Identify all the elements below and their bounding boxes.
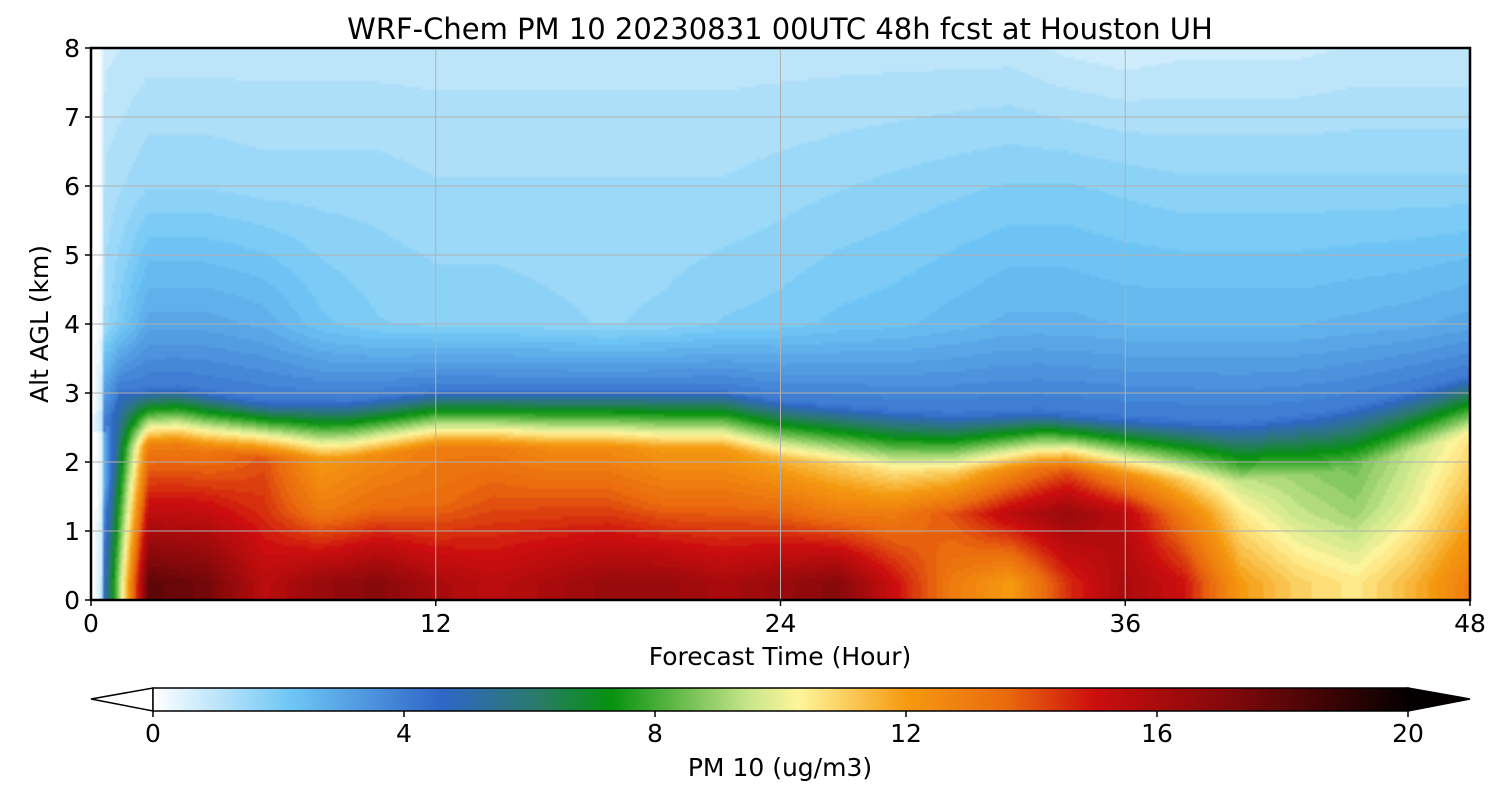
y-axis: 0 1 2 3 4 5 6 7 8 xyxy=(64,34,91,615)
colorbar-tick-label: 8 xyxy=(647,719,663,748)
colorbar-extend-low xyxy=(90,687,154,712)
colorbar-tick-label: 0 xyxy=(145,719,161,748)
y-tick-label: 7 xyxy=(64,103,80,132)
x-axis: 0 12 24 36 48 xyxy=(83,600,1486,638)
y-tick-label: 8 xyxy=(64,34,80,63)
colorbar-ticks: 0 4 8 12 16 20 xyxy=(145,711,1424,748)
chart-title: WRF-Chem PM 10 20230831 00UTC 48h fcst a… xyxy=(347,12,1213,46)
y-tick-label: 1 xyxy=(64,517,80,546)
colorbar-extend-high xyxy=(1407,687,1471,712)
y-tick-label: 2 xyxy=(64,448,80,477)
colorbar-tick-label: 16 xyxy=(1141,719,1173,748)
colorbar-tick-label: 12 xyxy=(890,719,922,748)
y-tick-label: 6 xyxy=(64,172,80,201)
x-tick-label: 0 xyxy=(83,609,99,638)
y-tick-label: 4 xyxy=(64,310,80,339)
colorbar: 0 4 8 12 16 20 PM 10 (ug/m3) xyxy=(90,687,1471,782)
colorbar-label: PM 10 (ug/m3) xyxy=(688,753,872,782)
x-tick-label: 36 xyxy=(1109,609,1141,638)
x-tick-label: 12 xyxy=(420,609,452,638)
x-axis-label: Forecast Time (Hour) xyxy=(649,642,912,671)
x-tick-label: 48 xyxy=(1454,609,1486,638)
y-tick-label: 3 xyxy=(64,379,80,408)
y-axis-label: Alt AGL (km) xyxy=(25,245,54,403)
colorbar-tick-label: 4 xyxy=(396,719,412,748)
y-tick-label: 5 xyxy=(64,241,80,270)
colorbar-gradient xyxy=(153,688,1408,711)
x-tick-label: 24 xyxy=(765,609,797,638)
colorbar-frame xyxy=(152,687,1409,712)
y-tick-label: 0 xyxy=(64,586,80,615)
colorbar-tick-label: 20 xyxy=(1392,719,1424,748)
